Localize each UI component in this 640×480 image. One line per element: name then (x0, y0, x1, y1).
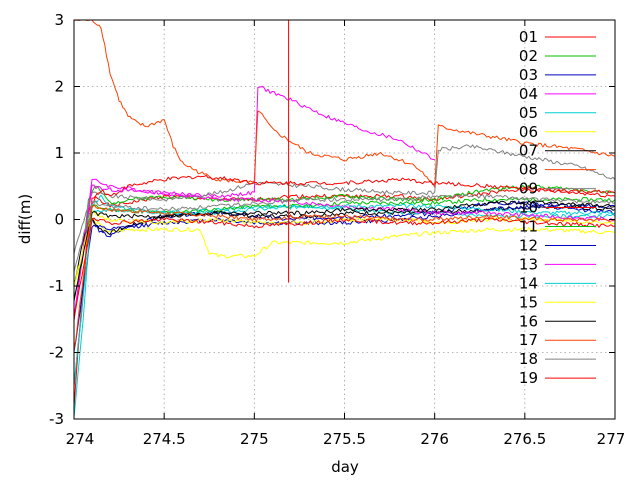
legend-label-18: 18 (519, 350, 538, 368)
legend-label-12: 12 (519, 236, 538, 254)
series-line-17 (73, 204, 616, 351)
x-tick-label: 275.5 (323, 430, 366, 448)
legend-label-05: 05 (519, 104, 538, 122)
series-line-06 (73, 218, 616, 286)
legend-label-06: 06 (519, 123, 538, 141)
legend-label-19: 19 (519, 369, 538, 387)
series-line-09 (73, 144, 616, 254)
y-axis-tick-labels: -3 -2 -1 0 1 2 3 (49, 11, 64, 428)
y-tick-label: -1 (49, 277, 64, 295)
legend-label-04: 04 (519, 85, 538, 103)
x-tick-label: 277 (597, 430, 626, 448)
y-tick-label: 2 (54, 78, 64, 96)
x-tick-label: 274.5 (143, 430, 186, 448)
axis-ticks (73, 19, 616, 420)
x-axis-title: day (331, 458, 359, 476)
series-line-15 (73, 210, 616, 288)
x-tick-label: 276 (420, 430, 449, 448)
x-tick-label: 275 (240, 430, 269, 448)
y-tick-label: 1 (54, 144, 64, 162)
grid (74, 20, 615, 419)
series-line-14 (73, 203, 616, 387)
x-axis-tick-labels: 274 274.5 275 275.5 276 276.5 277 (66, 430, 626, 448)
series-line-18 (73, 193, 616, 272)
y-axis-title: diff(m) (16, 194, 34, 244)
y-tick-label: -2 (49, 344, 64, 362)
y-tick-label: -3 (49, 410, 64, 428)
y-tick-label: 0 (54, 211, 64, 229)
plot-series (73, 19, 616, 418)
x-tick-label: 276.5 (503, 430, 546, 448)
legend-label-02: 02 (519, 47, 538, 65)
series-line-16 (73, 200, 616, 302)
legend-label-13: 13 (519, 255, 538, 273)
series-line-13 (73, 184, 616, 319)
series-line-10 (73, 174, 616, 408)
legend-label-15: 15 (519, 293, 538, 311)
legend-label-10: 10 (519, 199, 538, 217)
legend-label-08: 08 (519, 161, 538, 179)
series-line-19 (73, 217, 616, 319)
x-tick-label: 274 (66, 430, 95, 448)
legend-label-17: 17 (519, 331, 538, 349)
series-line-04 (73, 85, 435, 322)
legend-label-03: 03 (519, 66, 538, 84)
legend-label-07: 07 (519, 142, 538, 160)
legend-label-16: 16 (519, 312, 538, 330)
y-tick-label: 3 (54, 11, 64, 29)
legend-label-01: 01 (519, 28, 538, 46)
legend-label-14: 14 (519, 274, 538, 292)
legend-label-11: 11 (519, 218, 538, 236)
series-line-07 (73, 204, 616, 286)
legend-label-09: 09 (519, 180, 538, 198)
series-line-08 (73, 19, 616, 188)
